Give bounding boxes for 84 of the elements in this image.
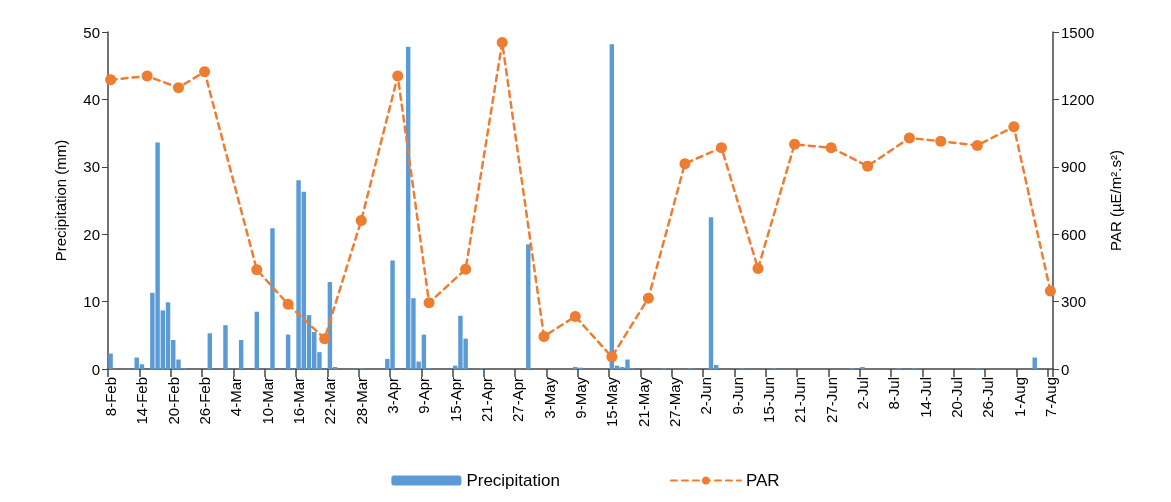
point bbox=[141, 70, 153, 82]
point bbox=[825, 142, 837, 154]
point bbox=[496, 37, 508, 49]
x-tick-label: 9-Apr bbox=[415, 377, 433, 414]
y2-tick-label: 1200 bbox=[1061, 90, 1095, 108]
point bbox=[935, 135, 947, 147]
x-tick-label: 15-Apr bbox=[446, 377, 464, 423]
x-tick-label: 20-Feb bbox=[164, 377, 182, 425]
point bbox=[282, 298, 294, 310]
point bbox=[862, 160, 874, 172]
point bbox=[642, 292, 654, 304]
x-tick-label: 26-Jul bbox=[979, 377, 997, 418]
point bbox=[1008, 121, 1020, 133]
x-tick-label: 2-Jul bbox=[853, 377, 871, 410]
bar bbox=[860, 366, 865, 369]
point bbox=[789, 138, 801, 150]
x-tick-label: 15-Jun bbox=[759, 377, 777, 423]
point bbox=[903, 132, 915, 144]
point bbox=[105, 74, 117, 86]
point bbox=[355, 215, 367, 226]
y2-tick-label: 300 bbox=[1061, 293, 1087, 311]
y-tick-label: 0 bbox=[91, 360, 100, 378]
x-tick-label: 4-Mar bbox=[227, 377, 245, 417]
point bbox=[251, 264, 263, 276]
point bbox=[679, 158, 691, 170]
x-tick-label: 3-May bbox=[540, 376, 558, 419]
x-tick-label: 14-Jul bbox=[916, 377, 934, 418]
x-tick-label: 7-Aug bbox=[1041, 377, 1059, 418]
y2-axis-title: PAR (µE/m².s²) bbox=[1107, 150, 1124, 251]
point bbox=[172, 82, 184, 94]
point bbox=[423, 297, 435, 309]
x-tick-label: 20-Jul bbox=[947, 377, 965, 418]
point bbox=[715, 142, 727, 154]
x-tick-label: 9-Jun bbox=[728, 377, 746, 415]
y2-tick-label: 600 bbox=[1061, 225, 1087, 243]
bar bbox=[207, 333, 213, 369]
y-tick-label: 30 bbox=[83, 158, 100, 176]
x-tick-label: 27-Apr bbox=[509, 377, 527, 423]
x-tick-label: 8-Feb bbox=[102, 377, 120, 417]
y-tick-label: 20 bbox=[83, 225, 100, 243]
point bbox=[1044, 285, 1056, 297]
y-tick-label: 50 bbox=[83, 23, 100, 41]
x-tick-label: 27-May bbox=[665, 376, 683, 428]
point bbox=[460, 263, 472, 275]
point bbox=[319, 333, 331, 345]
x-tick-label: 21-Apr bbox=[478, 377, 496, 423]
y-tick-label: 40 bbox=[83, 90, 100, 108]
y2-tick-label: 1500 bbox=[1061, 23, 1095, 41]
y2-tick-label: 0 bbox=[1061, 360, 1070, 378]
x-tick-label: 9-May bbox=[572, 376, 589, 419]
point bbox=[199, 66, 211, 78]
x-tick-label: 1-Aug bbox=[1010, 377, 1028, 418]
x-tick-label: 28-Mar bbox=[352, 377, 370, 425]
y-axis-title: Precipitation (mm) bbox=[52, 139, 69, 262]
x-tick-label: 21-Jun bbox=[791, 377, 809, 423]
x-tick-label: 3-Apr bbox=[384, 377, 402, 414]
x-tick-label: 14-Feb bbox=[133, 377, 151, 425]
point bbox=[538, 330, 550, 342]
bar bbox=[223, 325, 228, 369]
point bbox=[569, 310, 581, 322]
point bbox=[971, 139, 983, 151]
bar bbox=[238, 340, 244, 369]
y-tick-label: 10 bbox=[83, 293, 100, 311]
bar bbox=[165, 302, 171, 369]
y2-tick-label: 900 bbox=[1061, 158, 1087, 176]
point bbox=[752, 263, 764, 275]
x-tick-label: 22-Mar bbox=[321, 377, 339, 425]
legend-label: Precipitation bbox=[466, 471, 560, 490]
bar bbox=[708, 217, 714, 369]
point bbox=[392, 70, 404, 82]
x-tick-label: 10-Mar bbox=[258, 377, 276, 425]
legend-label: PAR bbox=[745, 471, 780, 490]
x-tick-label: 21-May bbox=[634, 376, 652, 428]
bar bbox=[254, 311, 260, 369]
x-tick-label: 27-Jun bbox=[822, 377, 840, 423]
x-tick-label: 16-Mar bbox=[290, 377, 308, 425]
bar bbox=[270, 228, 275, 369]
bar bbox=[526, 244, 531, 369]
x-tick-label: 8-Jul bbox=[885, 377, 903, 410]
point bbox=[606, 351, 618, 363]
x-tick-label: 15-May bbox=[603, 376, 621, 428]
bar bbox=[108, 353, 113, 369]
x-tick-label: 2-Jun bbox=[697, 377, 715, 415]
x-tick-label: 26-Feb bbox=[196, 377, 214, 425]
